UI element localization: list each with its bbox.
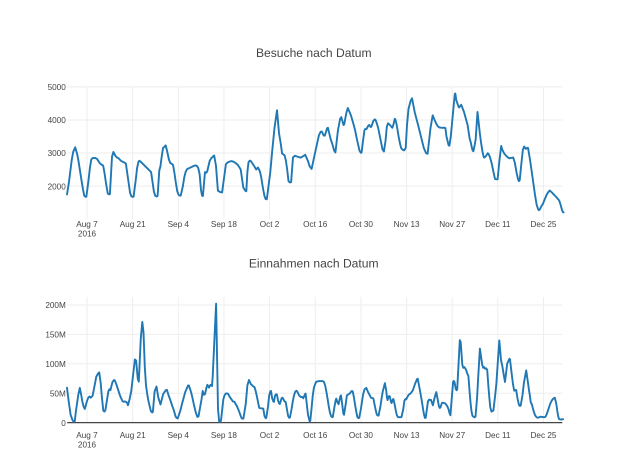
svg-text:Sep 18: Sep 18 xyxy=(211,220,237,229)
svg-text:Aug 21: Aug 21 xyxy=(120,220,146,229)
svg-text:Aug 7: Aug 7 xyxy=(76,431,98,440)
svg-text:Sep 18: Sep 18 xyxy=(211,431,237,440)
svg-text:Oct 16: Oct 16 xyxy=(303,220,328,229)
svg-text:100M: 100M xyxy=(45,360,66,369)
svg-text:Dec 25: Dec 25 xyxy=(531,431,557,440)
svg-text:200M: 200M xyxy=(45,301,66,310)
svg-text:0: 0 xyxy=(61,419,66,428)
svg-text:3000: 3000 xyxy=(48,149,67,158)
svg-text:2000: 2000 xyxy=(48,182,67,191)
svg-text:Nov 27: Nov 27 xyxy=(439,431,465,440)
svg-text:Oct 2: Oct 2 xyxy=(260,220,280,229)
svg-text:Einnahmen nach Datum: Einnahmen nach Datum xyxy=(249,256,379,270)
svg-text:Besuche nach Datum: Besuche nach Datum xyxy=(256,46,372,60)
svg-text:50M: 50M xyxy=(50,389,66,398)
svg-text:5000: 5000 xyxy=(48,83,67,92)
svg-text:4000: 4000 xyxy=(48,116,67,125)
svg-text:Oct 16: Oct 16 xyxy=(303,431,328,440)
svg-text:Dec 11: Dec 11 xyxy=(485,220,511,229)
svg-text:Aug 7: Aug 7 xyxy=(76,220,98,229)
svg-text:150M: 150M xyxy=(45,331,66,340)
svg-text:Aug 21: Aug 21 xyxy=(120,431,146,440)
svg-text:Dec 25: Dec 25 xyxy=(531,220,557,229)
svg-text:Nov 13: Nov 13 xyxy=(394,220,420,229)
svg-text:Sep 4: Sep 4 xyxy=(168,220,190,229)
svg-text:Nov 27: Nov 27 xyxy=(439,220,465,229)
svg-text:Dec 11: Dec 11 xyxy=(485,431,511,440)
svg-text:2016: 2016 xyxy=(78,441,97,450)
svg-text:Sep 4: Sep 4 xyxy=(168,431,190,440)
svg-text:Nov 13: Nov 13 xyxy=(394,431,420,440)
svg-text:Oct 30: Oct 30 xyxy=(349,431,374,440)
svg-text:Oct 2: Oct 2 xyxy=(260,431,280,440)
svg-text:2016: 2016 xyxy=(78,229,97,238)
svg-text:Oct 30: Oct 30 xyxy=(349,220,374,229)
